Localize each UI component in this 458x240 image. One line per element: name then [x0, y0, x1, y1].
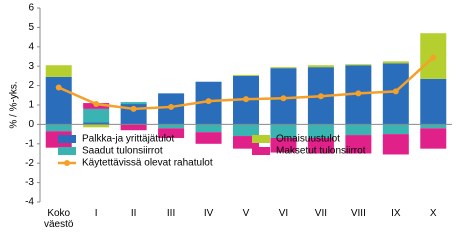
bar-segment: [233, 124, 259, 137]
x-tick-label: VI: [278, 208, 289, 219]
bar-segment: [307, 65, 334, 68]
bar-segment: [195, 132, 222, 144]
line-marker: [130, 105, 137, 112]
x-tick-label: Koko väestö: [43, 208, 74, 230]
bar-segment: [45, 65, 72, 77]
x-tick-label: VIII: [350, 208, 366, 219]
line-marker: [392, 88, 399, 95]
legend-label: Maksetut tulonsiirrot: [276, 146, 366, 157]
bar-segment: [120, 102, 147, 105]
legend-label: Saadut tulonsiirrot: [82, 146, 163, 157]
bar-segment: [158, 124, 185, 129]
y-tick-label: 0: [28, 119, 34, 130]
y-tick-label: -2: [25, 158, 34, 169]
legend-label: Omaisuustulot: [276, 134, 340, 145]
y-tick-label: 5: [28, 22, 34, 33]
x-tick-label: V: [242, 208, 250, 219]
line-marker: [55, 84, 62, 91]
line-marker: [430, 54, 437, 61]
bar-segment: [420, 124, 447, 129]
bar-segment: [270, 137, 297, 153]
bar-segment: [270, 124, 297, 138]
y-tick-label: 1: [28, 100, 34, 111]
bar-segment: [307, 137, 334, 154]
line-marker: [280, 95, 287, 102]
y-tick-label: -4: [25, 197, 34, 208]
line-marker: [355, 90, 362, 97]
bar-segment: [270, 67, 297, 69]
bar-segment: [307, 124, 334, 138]
x-tick-label: X: [429, 208, 437, 219]
bar-segment: [45, 76, 72, 125]
legend-swatch: [252, 135, 270, 143]
x-tick-label: VII: [314, 208, 328, 219]
legend-label: Palkka-ja yrittäjätulot: [82, 134, 174, 145]
bar-segment: [382, 61, 409, 64]
legend-swatch: [58, 135, 76, 143]
bar-segment: [420, 128, 447, 149]
x-tick-label: III: [166, 208, 176, 219]
y-axis-label: % / %-yks.: [9, 81, 20, 128]
legend-swatch: [58, 147, 76, 155]
bar-segment: [83, 124, 110, 128]
line-marker: [205, 98, 212, 105]
bar-segment: [382, 124, 409, 135]
bar-segment: [345, 64, 372, 66]
y-tick-label: 6: [28, 3, 34, 14]
bar-segment: [45, 124, 72, 132]
legend-swatch: [252, 147, 270, 155]
x-tick-label: I: [94, 208, 98, 219]
bar-segment: [420, 78, 447, 125]
x-tick-label: II: [130, 208, 137, 219]
bar-segment: [120, 124, 147, 131]
line-marker: [168, 103, 175, 110]
bar-segment: [83, 108, 110, 123]
bar-segment: [382, 134, 409, 155]
chart: % / %-yks. -4 -3 -2 -1 0 1 2 3 4 5 6 Palkka-ja yrit…: [9, 3, 452, 230]
bar-segment: [233, 74, 259, 76]
x-tick-label: IV: [203, 208, 214, 219]
x-tick-label: IX: [391, 208, 401, 219]
legend-marker: [64, 160, 70, 166]
bar-segment: [345, 135, 372, 154]
bar-segment: [195, 124, 222, 133]
y-tick-label: -1: [25, 138, 34, 149]
legend-label: Käytettävissä olevat rahatulot: [82, 158, 213, 169]
y-tick-label: 4: [28, 41, 34, 52]
line-marker: [317, 93, 324, 100]
chart-svg: % / %-yks. -4 -3 -2 -1 0 1 2 3 4 5 6 Palkka-ja yrit…: [9, 3, 452, 208]
bar-segment: [345, 124, 372, 136]
y-tick-label: 3: [28, 61, 34, 72]
line-marker: [243, 96, 249, 103]
y-tick-label: -3: [25, 177, 34, 188]
bar-segment: [158, 128, 185, 138]
y-tick-label: 2: [28, 80, 34, 91]
bar-segment: [83, 122, 110, 125]
line-marker: [93, 101, 100, 108]
